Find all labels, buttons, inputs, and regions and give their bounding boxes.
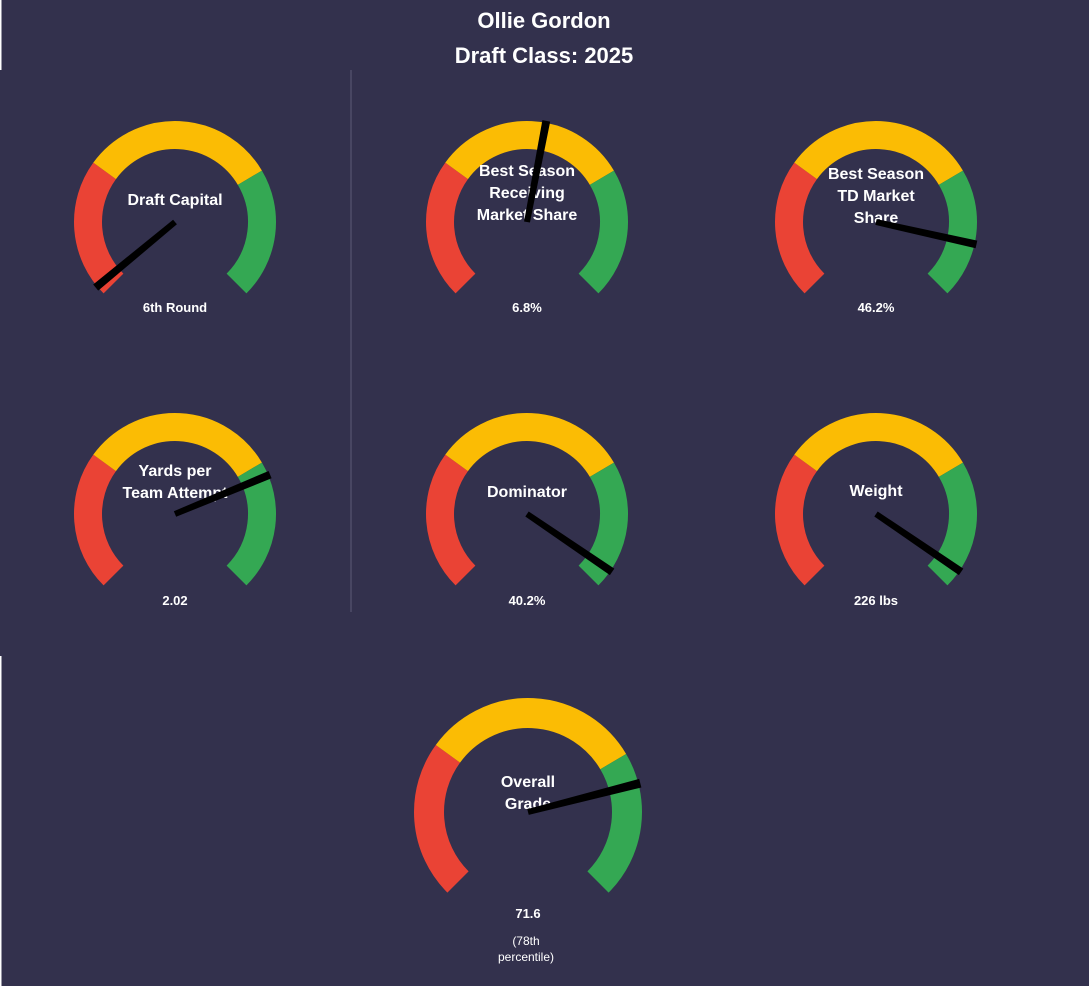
gauge-label-line: Draft Capital [127,192,222,209]
left-edge-strip-top [0,0,2,70]
gauge-needle [93,219,177,291]
gauge-band-good [587,753,642,893]
gauge-band-bad [426,162,476,294]
gauge-value-text: 40.2% [509,593,546,608]
gauge-band-mid [794,413,963,478]
gauge-needle [874,511,964,576]
gauge-band-bad [426,454,476,586]
gauge-band-mid [93,413,262,478]
gauge-5: Dominator 40.2% [426,413,628,608]
gauge-label-line: Yards per [139,463,212,480]
gauge-subtext-line: percentile) [498,950,554,964]
gauges-group: Draft Capital 6th Round Best Season Receivi… [74,120,978,964]
gauge-label-line: Receiving [489,185,565,202]
gauge-label-line: Team Attempt [123,485,229,502]
gauge-label-line: Best Season [479,163,575,180]
gauge-label-line: Dominator [487,484,567,501]
gauge-value-text: 226 lbs [854,593,898,608]
gauge-value-text: 6.8% [512,300,542,315]
gauge-label-line: Weight [849,483,903,500]
gauge-value-text: 46.2% [858,300,895,315]
gauge-label-line: TD Market [837,188,915,205]
gauge-band-good [927,170,977,294]
gauge-needle [525,511,615,576]
gauge-band-bad [414,745,469,893]
gauge-needle [173,470,272,517]
chart-title-class: Draft Class: 2025 [455,43,634,68]
gauge-band-good [578,170,628,294]
gauge-band-mid [93,121,262,186]
gauge-value-text: 71.6 [515,906,540,921]
gauge-6: Weight 226 lbs [775,413,977,608]
gauge-band-mid [445,413,614,478]
gauge-band-bad [775,454,825,586]
gauge-subtext-line: (78th [512,934,539,948]
gauge-band-bad [74,162,124,294]
gauge-needle [524,120,551,223]
gauge-label-line: Best Season [828,166,924,183]
gauge-1: Draft Capital 6th Round [74,121,276,315]
gauge-band-good [226,170,276,294]
gauge-value-text: 2.02 [162,593,187,608]
gauge-needle [875,219,978,249]
gauge-label-line: Overall [501,774,555,791]
chart-title-name: Ollie Gordon [477,8,610,33]
gauge-needle [527,778,642,815]
gauge-value-text: 6th Round [143,300,207,315]
gauge-band-mid [445,121,614,186]
left-edge-strip-bottom [0,656,2,986]
gauge-band-bad [74,454,124,586]
gauge-band-bad [775,162,825,294]
gauge-4: Yards per Team Attempt 2.02 [74,413,276,608]
gauge-band-mid [435,698,627,770]
gauge-band-mid [794,121,963,186]
